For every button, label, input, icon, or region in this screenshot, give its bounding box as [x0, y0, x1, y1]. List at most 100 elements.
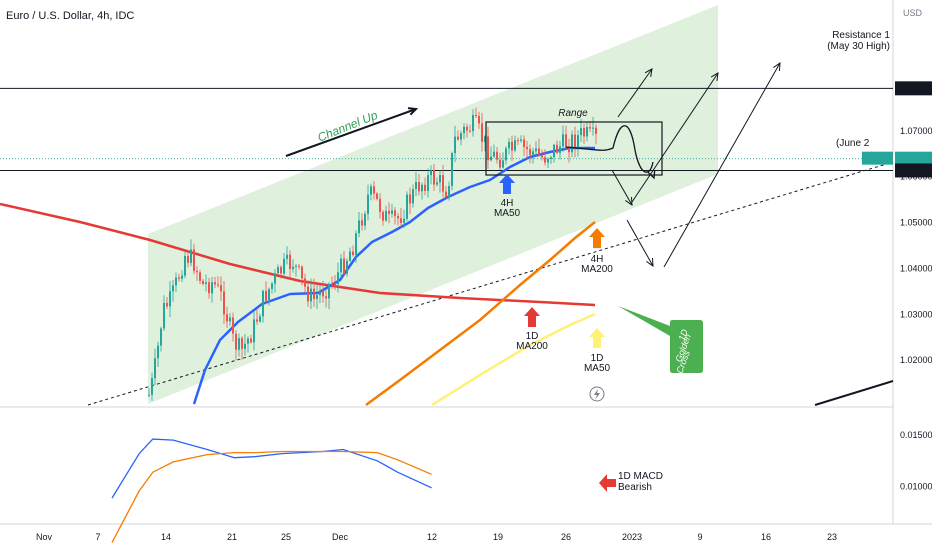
candle — [397, 212, 399, 226]
ma50-1d-sub-label: MA50 — [584, 363, 611, 374]
ma50-1d-label: 1D — [591, 353, 604, 364]
candle — [283, 253, 285, 279]
x-tick-label: Nov — [36, 532, 53, 542]
y-tick-label: 1.04000 — [900, 263, 932, 273]
golden-cross-label-1: 1D — [677, 327, 691, 342]
channel-direction-arrow — [285, 108, 417, 157]
resistance-sub-label: (May 30 High) — [827, 41, 890, 52]
candle — [274, 269, 276, 293]
candle — [340, 253, 342, 278]
ma-4h-50-line — [192, 146, 595, 405]
golden-cross-bubble — [618, 306, 703, 373]
ma200-1d-label: 1D — [526, 331, 539, 342]
price-tag — [895, 81, 932, 96]
unit-label: USD — [903, 8, 923, 18]
candle — [214, 276, 216, 289]
candle — [343, 250, 345, 277]
macd-label: 1D MACD — [618, 471, 663, 482]
candle — [493, 144, 495, 159]
ma200-4h-label: 4H — [591, 254, 604, 265]
candle — [592, 116, 594, 136]
candle — [445, 186, 447, 199]
candle — [202, 278, 204, 286]
candle — [304, 273, 306, 294]
candle — [286, 246, 288, 265]
candle — [478, 111, 480, 129]
candle — [469, 124, 471, 133]
candle — [502, 152, 504, 169]
ma-1d-50-line — [431, 312, 596, 407]
ma50-4h-arrow — [499, 174, 515, 194]
candle — [178, 273, 180, 282]
candle — [442, 164, 444, 198]
candle — [355, 230, 357, 263]
candle — [571, 130, 573, 158]
candle — [457, 130, 459, 142]
range-box — [485, 121, 663, 176]
candle — [346, 258, 348, 277]
candle — [292, 259, 294, 273]
candle — [580, 118, 582, 142]
ma50-1d-arrow — [589, 328, 605, 348]
candle — [169, 280, 171, 318]
candle — [514, 135, 516, 153]
candle — [328, 282, 330, 310]
candle — [229, 313, 231, 327]
candle — [241, 336, 243, 360]
candle — [406, 191, 408, 222]
candle — [424, 177, 426, 196]
candle — [547, 156, 549, 169]
y-tick-label: 1.05000 — [900, 218, 932, 228]
candle — [247, 336, 249, 353]
projection-arrow-2 — [611, 169, 633, 206]
x-tick-label: 21 — [227, 532, 237, 542]
candle — [556, 140, 558, 155]
candle — [568, 138, 570, 163]
candle — [436, 177, 438, 187]
candle — [205, 274, 207, 292]
candle — [208, 277, 210, 299]
candle — [373, 181, 375, 200]
candle — [538, 138, 540, 157]
candle — [439, 170, 441, 193]
candle — [172, 279, 174, 302]
candle — [322, 280, 324, 303]
candle — [535, 141, 537, 157]
ma200-4h-arrow — [589, 228, 605, 248]
candle — [463, 123, 465, 140]
candle — [550, 155, 552, 164]
x-tick-label: 7 — [95, 532, 100, 542]
ma50-4h-sub-label: MA50 — [494, 208, 521, 219]
candle — [175, 272, 177, 292]
candle — [565, 125, 567, 150]
candle — [517, 137, 519, 146]
candle — [595, 124, 597, 145]
candle — [295, 264, 297, 277]
candle — [553, 143, 555, 163]
x-tick-label: Dec — [332, 532, 349, 542]
candle — [481, 112, 483, 152]
y-tick-label: 1.03000 — [900, 309, 932, 319]
candle — [166, 297, 168, 310]
projection-arrow-1 — [617, 68, 653, 118]
candle — [265, 281, 267, 305]
candle — [196, 265, 198, 281]
candle — [298, 264, 300, 270]
x-tick-label: 16 — [761, 532, 771, 542]
candle — [508, 138, 510, 155]
y-tick-label: 1.02000 — [900, 355, 932, 365]
candle — [448, 181, 450, 201]
ma200-1d-arrow — [524, 307, 540, 327]
candle — [526, 140, 528, 160]
candle — [490, 146, 492, 162]
candle — [391, 204, 393, 218]
macd-sub-label: Bearish — [618, 482, 652, 493]
projection-arrow-3 — [631, 72, 719, 203]
candle — [379, 193, 381, 219]
candle — [415, 171, 417, 197]
ma200-4h-sub-label: MA200 — [581, 264, 613, 275]
candle — [181, 270, 183, 283]
candle — [400, 207, 402, 228]
